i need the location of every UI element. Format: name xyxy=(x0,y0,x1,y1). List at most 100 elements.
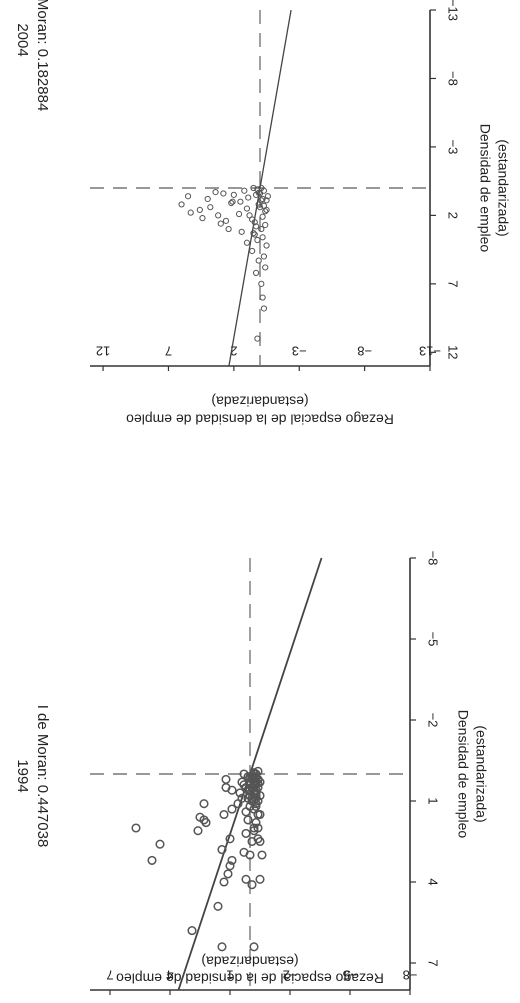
data-point xyxy=(262,264,269,271)
data-point xyxy=(251,231,258,238)
data-point xyxy=(230,191,237,198)
x-axis-label: Densidad de empleo xyxy=(455,710,471,839)
data-point xyxy=(258,197,265,204)
data-point xyxy=(241,187,248,194)
x-tick-label: 7 xyxy=(426,959,441,966)
data-point xyxy=(243,815,253,825)
data-point xyxy=(147,855,157,865)
data-point xyxy=(259,195,266,203)
data-point xyxy=(201,818,211,828)
chart-title: 2004 xyxy=(14,23,31,56)
x-tick-label: 2 xyxy=(446,212,461,219)
data-point xyxy=(249,768,259,778)
data-point xyxy=(193,826,203,836)
data-point xyxy=(237,793,247,803)
x-tick-label: 7 xyxy=(446,280,461,287)
data-point xyxy=(199,215,206,222)
data-point xyxy=(251,799,261,809)
data-point xyxy=(227,855,237,865)
data-point xyxy=(257,850,267,860)
data-point xyxy=(259,294,266,301)
data-point xyxy=(253,834,263,844)
data-point xyxy=(258,280,265,287)
x-tick-label: −8 xyxy=(446,71,461,86)
data-point xyxy=(241,874,251,884)
data-point xyxy=(225,225,232,233)
y-tick-label: −2 xyxy=(283,968,298,983)
data-point xyxy=(241,828,251,838)
data-point xyxy=(196,206,203,214)
y-tick-label: −13 xyxy=(419,344,441,359)
data-point xyxy=(223,869,233,879)
data-point xyxy=(212,189,219,196)
data-point xyxy=(222,217,230,224)
data-point xyxy=(250,184,257,192)
data-point xyxy=(256,204,264,211)
y-tick-label: 1 xyxy=(226,968,233,983)
data-point xyxy=(255,189,262,196)
data-point xyxy=(241,782,251,793)
data-point xyxy=(155,839,165,849)
x-tick-label: −5 xyxy=(426,632,441,647)
data-point xyxy=(264,193,271,200)
data-point xyxy=(239,847,249,857)
panel-2004: −13 −8 −3 2 7 12 −13 −8 −3 2 7 12 2004 I de Moran: 0.… xyxy=(14,0,511,427)
x-tick-label: −3 xyxy=(446,140,461,155)
chart-subtitle: I de Moran: 0.182884 xyxy=(34,0,51,111)
data-point xyxy=(219,877,229,887)
data-point xyxy=(255,257,262,264)
y-tick-label: 2 xyxy=(230,344,237,359)
data-point xyxy=(228,199,235,207)
data-point xyxy=(241,807,251,817)
x-tick-label: 12 xyxy=(446,345,461,359)
data-point xyxy=(221,774,231,784)
y-axis-label: Rezago espacial de la densidad de empleo xyxy=(126,411,394,427)
data-point xyxy=(243,205,251,212)
data-point xyxy=(249,942,259,952)
x-axis-label: Densidad de empleo xyxy=(477,124,493,253)
data-point xyxy=(227,804,237,814)
y-tick-label: 7 xyxy=(165,344,172,359)
y-axis-label: (estandarizada) xyxy=(211,393,308,409)
x-axis-label: (estandarizada) xyxy=(495,139,511,236)
data-point xyxy=(207,204,214,211)
data-point xyxy=(253,778,263,789)
data-point xyxy=(260,253,268,260)
data-point xyxy=(251,818,261,828)
data-point xyxy=(178,201,185,208)
y-tick-label: −8 xyxy=(403,968,418,983)
data-point xyxy=(217,845,227,855)
data-point xyxy=(225,861,235,871)
x-axis-label: (estandarizada) xyxy=(473,725,489,822)
data-point xyxy=(187,209,194,216)
data-point xyxy=(229,198,236,205)
chart-title: 1994 xyxy=(14,759,31,792)
data-point xyxy=(254,335,261,342)
chart-subtitle: I de Moran: 0.447038 xyxy=(34,705,51,848)
data-point xyxy=(187,926,197,936)
x-tick-label: 4 xyxy=(426,878,441,885)
data-point xyxy=(258,184,265,192)
data-point xyxy=(217,220,224,227)
data-point xyxy=(263,206,270,214)
data-point xyxy=(131,823,141,833)
y-axis-label: (estandarizada) xyxy=(201,953,298,969)
data-point xyxy=(259,234,266,241)
data-point xyxy=(184,193,192,200)
y-tick-label: −3 xyxy=(292,344,307,359)
data-point xyxy=(245,194,252,201)
data-point xyxy=(237,198,244,205)
y-tick-label: 4 xyxy=(166,968,173,983)
data-point xyxy=(249,247,256,255)
data-point xyxy=(250,230,257,237)
data-point xyxy=(215,212,222,219)
data-point xyxy=(220,190,227,197)
x-tick-label: 1 xyxy=(426,797,441,804)
data-point xyxy=(259,213,266,220)
data-point xyxy=(249,216,256,223)
y-axis-label: Rezago espacial de la densidad de empleo xyxy=(116,970,384,986)
data-point xyxy=(262,208,269,215)
data-point xyxy=(249,826,259,836)
data-point xyxy=(263,242,270,249)
